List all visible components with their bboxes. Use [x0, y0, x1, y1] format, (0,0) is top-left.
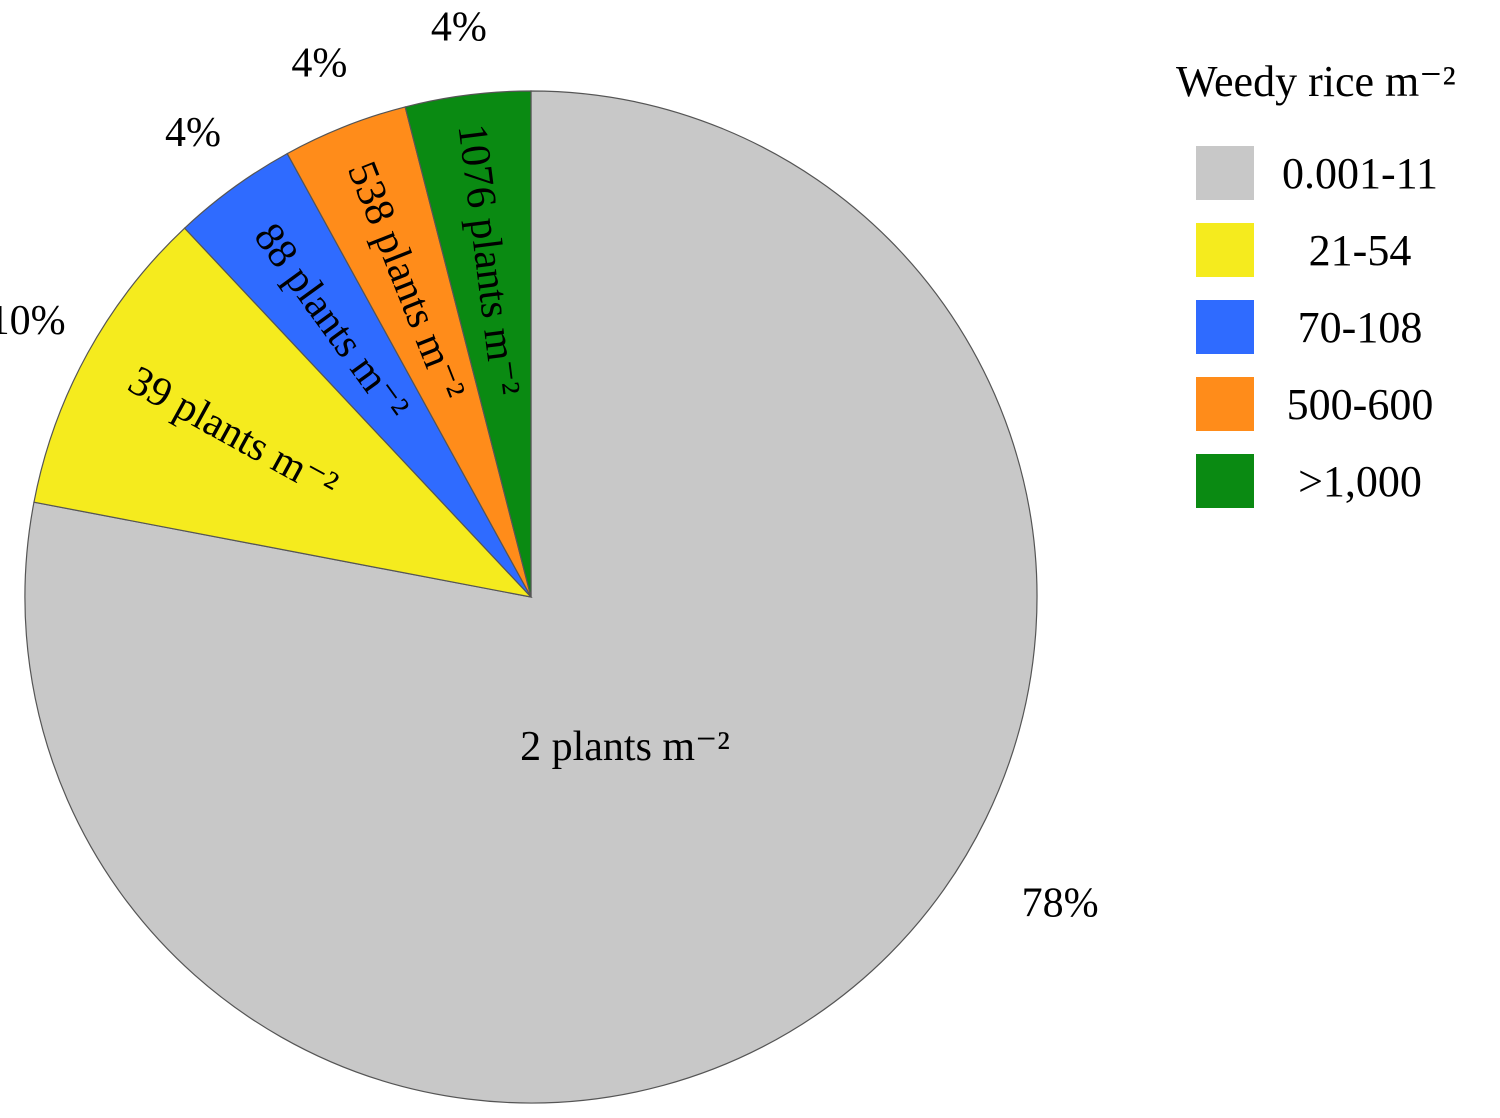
legend-label-4: >1,000 [1298, 457, 1422, 506]
legend-swatch-4 [1196, 454, 1254, 508]
legend-swatch-0 [1196, 146, 1254, 200]
legend-swatch-2 [1196, 300, 1254, 354]
legend-title: Weedy rice m⁻² [1176, 57, 1456, 106]
legend-swatch-1 [1196, 223, 1254, 277]
pie-slice-1 [33, 227, 533, 598]
legend-label-2: 70-108 [1298, 303, 1423, 352]
legend: Weedy rice m⁻² 0.001-11 21-54 70-108 500-60… [1176, 57, 1456, 508]
percent-label-0: 78% [1022, 881, 1099, 927]
percent-label-4: 4% [431, 5, 487, 51]
pie-slice-4 [404, 90, 532, 598]
slice-label-0: 2 plants m⁻² [520, 724, 730, 770]
legend-label-3: 500-600 [1287, 380, 1434, 429]
pie-slice-0 [24, 90, 1038, 1104]
percent-label-2: 4% [165, 110, 221, 156]
percent-label-1: 10% [0, 298, 66, 344]
legend-label-0: 0.001-11 [1282, 149, 1438, 198]
percent-label-3: 4% [291, 40, 347, 86]
pie-slices [24, 90, 1038, 1104]
legend-swatch-3 [1196, 377, 1254, 431]
legend-label-1: 21-54 [1309, 226, 1412, 275]
